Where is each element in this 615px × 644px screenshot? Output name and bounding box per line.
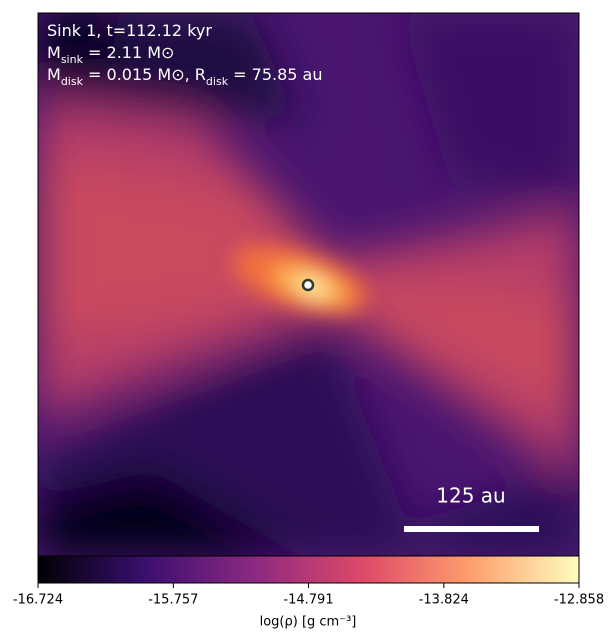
annotation-text: = 75.85 au bbox=[228, 65, 322, 84]
annotation-text: M bbox=[47, 43, 61, 62]
subscript: sink bbox=[61, 53, 84, 66]
scale-bar-label: 125 au bbox=[436, 484, 505, 508]
annotation: Mdisk = 0.015 M⊙, Rdisk = 75.85 au bbox=[47, 65, 322, 88]
annotation: Sink 1, t=112.12 kyr bbox=[47, 21, 212, 40]
annotation-text: M bbox=[47, 65, 61, 84]
subscript: disk bbox=[206, 75, 229, 88]
colorbar-tick-label: -12.858 bbox=[554, 593, 604, 608]
colorbar-tick-label: -14.791 bbox=[283, 593, 333, 608]
annotation-text: Sink 1, t=112.12 kyr bbox=[47, 21, 212, 40]
annotation-text: = 0.015 M⊙, R bbox=[83, 65, 206, 84]
colorbar-label: log(ρ) [g cm⁻³] bbox=[260, 615, 357, 630]
colorbar-tick-label: -16.724 bbox=[13, 593, 63, 608]
annotation-text: = 2.11 M⊙ bbox=[83, 43, 175, 62]
colorbar-tick-label: -15.757 bbox=[148, 593, 198, 608]
colorbar bbox=[37, 555, 580, 584]
colorbar-tick-label: -13.824 bbox=[419, 593, 469, 608]
subscript: disk bbox=[61, 75, 84, 88]
annotation: Msink = 2.11 M⊙ bbox=[47, 43, 174, 66]
sink-marker bbox=[301, 278, 315, 292]
